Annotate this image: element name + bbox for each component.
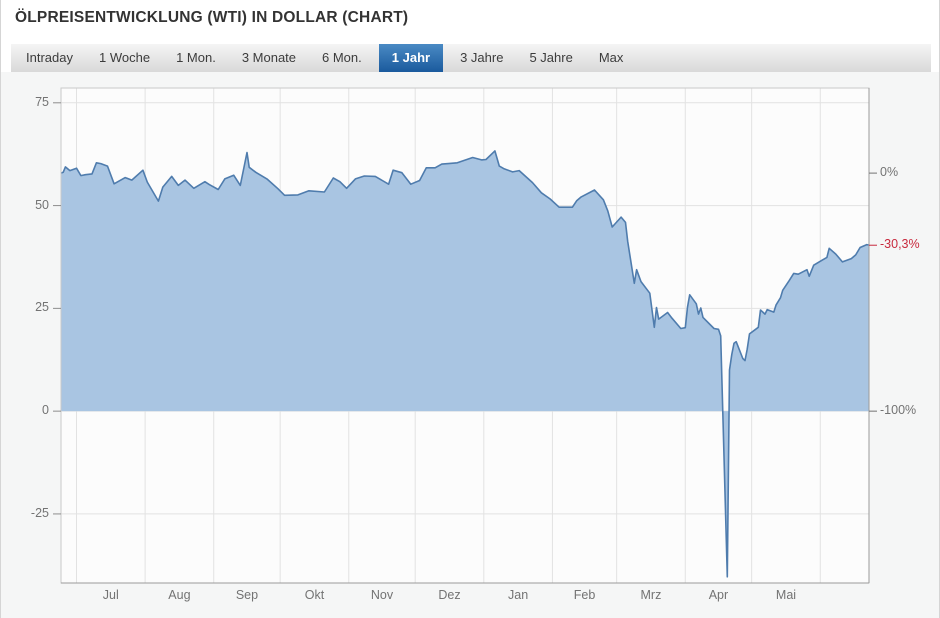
x-axis-label: Aug xyxy=(168,588,191,602)
x-axis-label: Okt xyxy=(304,588,325,602)
price-line xyxy=(60,150,870,578)
range-tab-intraday[interactable]: Intraday xyxy=(26,50,73,65)
range-tab-1-jahr[interactable]: 1 Jahr xyxy=(378,44,444,79)
x-axis-label: Mai xyxy=(775,588,797,602)
x-axis-label: Jul xyxy=(102,588,119,602)
range-tab-3-monate[interactable]: 3 Monate xyxy=(241,50,297,65)
x-axis-label: Jan xyxy=(508,588,529,602)
y-axis-label: -25 xyxy=(30,505,49,520)
range-tab-6-mon[interactable]: 6 Mon. xyxy=(322,50,362,65)
range-tab-5-jahre[interactable]: 5 Jahre xyxy=(529,50,573,65)
right-axis-label: -30,3% xyxy=(880,237,920,252)
y-axis-label: 0 xyxy=(42,403,49,418)
y-axis-label: 25 xyxy=(35,300,49,315)
x-axis-label: Dez xyxy=(438,588,461,602)
y-axis-label: 75 xyxy=(35,94,49,109)
range-tab-1-woche[interactable]: 1 Woche xyxy=(98,50,151,65)
x-axis-label: Apr xyxy=(708,588,729,602)
price-area-fill xyxy=(61,150,869,577)
x-axis-label: Sep xyxy=(235,588,259,602)
range-tab-max[interactable]: Max xyxy=(598,50,624,65)
x-axis-label: Nov xyxy=(370,588,394,602)
page-title: ÖLPREISENTWICKLUNG (WTI) IN DOLLAR (CHAR… xyxy=(15,9,409,26)
x-axis-label: Mrz xyxy=(640,588,662,602)
y-axis-label: 50 xyxy=(35,197,49,212)
time-range-tabbar: Intraday 1 Woche 1 Mon. 3 Monate 6 Mon. 1 Jah… xyxy=(11,44,931,79)
x-axis-label: Feb xyxy=(573,588,596,602)
right-axis-label: 0% xyxy=(880,165,899,180)
right-axis-label: -100% xyxy=(880,403,917,418)
range-tab-3-jahre[interactable]: 3 Jahre xyxy=(460,50,504,65)
range-tab-1-mon[interactable]: 1 Mon. xyxy=(176,50,216,65)
